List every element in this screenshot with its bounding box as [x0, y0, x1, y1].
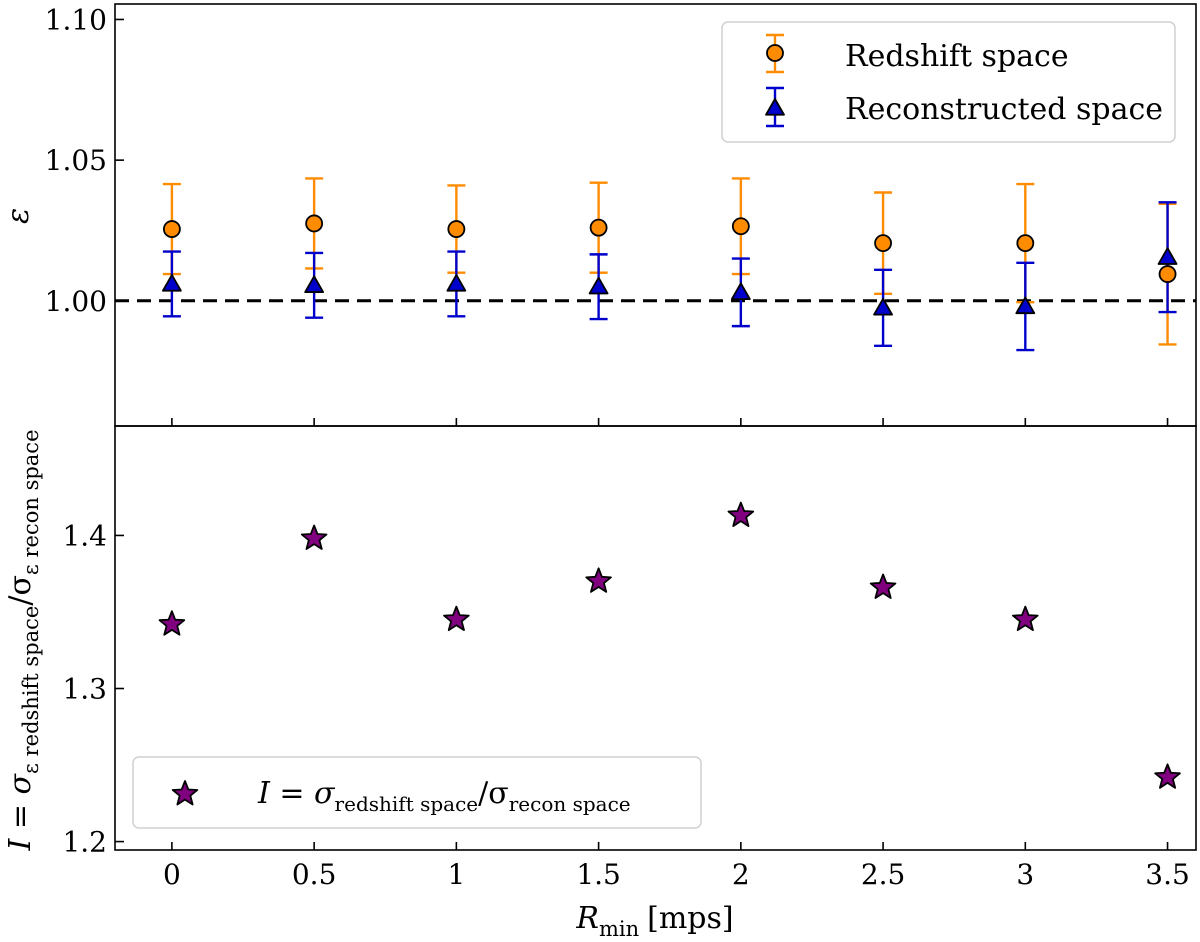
- bottom-ytick-label: 1.4: [62, 519, 107, 552]
- top-y-ticks: 1.00 1.05 1.10: [45, 3, 1169, 426]
- top-ytick-label: 1.05: [45, 144, 107, 177]
- reconstructed-point: [161, 274, 182, 292]
- bottom-xtick-label: 2.5: [861, 858, 906, 891]
- legend-label-redshift: Redshift space: [845, 39, 1069, 74]
- ratio-star-point: [158, 610, 186, 636]
- reconstructed-point: [1015, 296, 1036, 315]
- bottom-xtick-label: 0.5: [292, 858, 337, 891]
- bottom-x-ticks: 0 0.5 1 1.5 2 2.5 3 3.5: [163, 842, 1190, 891]
- legend-label-reconstructed: Reconstructed space: [845, 92, 1163, 127]
- reconstructed-point: [873, 297, 893, 316]
- legend-label-ratio: I = σredshift space/σrecon space: [257, 776, 631, 816]
- reconstructed-point: [730, 282, 751, 301]
- ratio-star-point: [869, 573, 897, 599]
- redshift-point: [162, 220, 181, 238]
- bottom-ytick-label: 1.2: [62, 826, 107, 859]
- top-legend-box: [721, 21, 1176, 143]
- legend-marker-reconstructed: [765, 86, 785, 128]
- redshift-point: [731, 217, 750, 236]
- redshift-point: [305, 214, 324, 233]
- top-y-axis-label: ε: [1, 208, 36, 224]
- redshift-point: [589, 218, 608, 237]
- top-data-marks: [161, 177, 1178, 352]
- redshift-point: [874, 234, 892, 253]
- bottom-data-marks: [158, 501, 1181, 789]
- bottom-xtick-label: 2: [732, 858, 750, 891]
- bottom-legend: I = σredshift space/σrecon space: [132, 756, 702, 829]
- redshift-point: [1016, 234, 1035, 253]
- ratio-star-point: [443, 605, 470, 632]
- reconstructed-point: [1157, 247, 1178, 265]
- ratio-star-point: [727, 501, 755, 527]
- bottom-ytick-label: 1.3: [62, 673, 107, 706]
- bottom-y-axis-label: I = σε redshift space/σε recon space: [3, 429, 43, 851]
- legend-redshift-circle: [766, 44, 784, 62]
- legend-star: [171, 780, 199, 806]
- bottom-xtick-label: 3.5: [1145, 858, 1190, 891]
- bottom-y-ticks: 1.2 1.3 1.4: [62, 519, 124, 859]
- top-legend: Redshift space Reconstructed space: [721, 21, 1176, 143]
- redshift-point: [447, 220, 466, 238]
- ratio-star-point: [300, 524, 328, 550]
- legend-marker-star: [171, 780, 199, 806]
- reconstructed-point: [446, 274, 467, 292]
- ratio-star-point: [585, 567, 612, 593]
- bottom-panel-frame: [114, 425, 1197, 851]
- top-ytick-label: 1.10: [45, 3, 107, 36]
- bottom-xtick-label: 3: [1016, 858, 1034, 891]
- bottom-xtick-label: 0: [163, 858, 181, 891]
- x-axis-label: Rmin [mps]: [575, 901, 733, 941]
- ratio-star-point: [1012, 605, 1039, 632]
- reconstructed-point: [304, 275, 325, 293]
- bottom-legend-box: [132, 756, 702, 829]
- bottom-xtick-label: 1.5: [576, 858, 621, 891]
- legend-marker-redshift: [766, 33, 784, 74]
- bottom-xtick-label: 1: [447, 858, 465, 891]
- legend-reconstructed-triangle: [765, 98, 785, 116]
- redshift-point: [1158, 265, 1177, 283]
- ratio-star-point: [1154, 763, 1181, 789]
- top-ytick-label: 1.00: [45, 285, 107, 318]
- reconstructed-point: [588, 276, 609, 295]
